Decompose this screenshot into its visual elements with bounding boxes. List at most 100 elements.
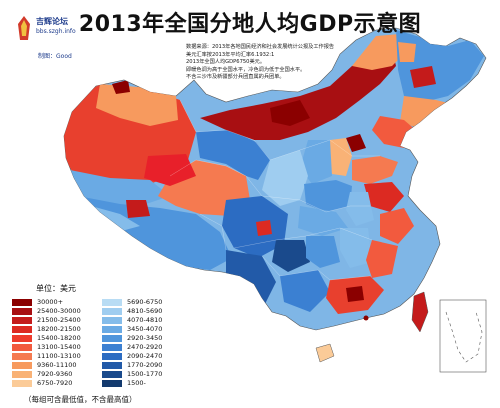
legend-swatch (102, 316, 122, 324)
region-hunan (306, 236, 340, 268)
legend-swatch (102, 379, 122, 387)
legend-item: 3450-4070 (102, 325, 162, 333)
legend-label: 5690-6750 (127, 298, 163, 306)
region-jiangsu (364, 182, 404, 212)
legend-swatch (102, 307, 122, 315)
legend-label: 2090-2470 (127, 352, 163, 360)
legend-swatch (12, 370, 32, 378)
legend-item: 2090-2470 (102, 352, 162, 360)
region-haixi (144, 154, 196, 186)
legend-swatch (102, 370, 122, 378)
note-line: 即暖色调为高于全国水平，冷色调为低于全国水平。 (186, 66, 306, 73)
legend-item: 30000+ (12, 298, 63, 306)
legend-item: 2470-2920 (102, 343, 162, 351)
region-guangxi (280, 270, 330, 312)
nine-dash-line (445, 311, 483, 363)
legend-item: 25400-30000 (12, 307, 81, 315)
legend-swatch (102, 325, 122, 333)
note-line: 数据来源：2013年各地国民经济和社会发展统计公报及工作报告 (186, 44, 335, 50)
legend-label: 25400-30000 (37, 307, 81, 315)
region-fujian (366, 240, 398, 278)
region-henan (304, 180, 352, 212)
legend-label: 4810-5690 (127, 307, 163, 315)
legend-swatch (102, 334, 122, 342)
region-guizhou (272, 240, 310, 272)
legend-item: 9360-11100 (12, 361, 77, 369)
region-sichuan (222, 196, 288, 258)
logo-icon (18, 16, 30, 40)
legend-label: 6750-7920 (37, 379, 73, 387)
legend-item: 4070-4810 (102, 316, 162, 324)
region-gansu (196, 130, 270, 180)
legend-swatch (12, 361, 32, 369)
legend-item: 1500- (102, 379, 146, 387)
legend-label: 15400-18200 (37, 334, 81, 342)
region-zhejiang (380, 208, 414, 244)
legend-swatch (12, 316, 32, 324)
region-anhui (346, 192, 374, 226)
legend-item: 2920-3450 (102, 334, 162, 342)
legend-swatch (12, 325, 32, 333)
region-beijing-tianjin (346, 134, 366, 152)
legend-label: 2470-2920 (127, 343, 163, 351)
region-inner-mongolia-mid (270, 100, 310, 126)
legend-label: 21500-25400 (37, 316, 81, 324)
legend-item: 11100-13100 (12, 352, 81, 360)
legend-item: 18200-21500 (12, 325, 81, 333)
legend-swatch (12, 379, 32, 387)
legend-swatch (12, 307, 32, 315)
legend-swatch (102, 298, 122, 306)
logo-name: 吉辉论坛 (36, 16, 68, 26)
note-line: 美元汇率按2013年平均汇率6.1932:1 (186, 51, 275, 58)
region-hubei (298, 206, 348, 236)
source-notes: 数据来源：2013年各地国民经济和社会发展统计公报及工作报告 美元汇率按2013… (186, 44, 416, 82)
legend-swatch (102, 343, 122, 351)
legend-label: 18200-21500 (37, 325, 81, 333)
legend-swatch (12, 343, 32, 351)
region-pearl-delta (346, 286, 364, 302)
legend-label: 11100-13100 (37, 352, 81, 360)
region-shaanxi (262, 150, 308, 206)
logo-site: bbs.szgh.info (36, 28, 76, 35)
region-hong-kong (363, 315, 369, 321)
legend-label: 30000+ (37, 298, 64, 306)
legend-label: 13100-15400 (37, 343, 81, 351)
page-title: 2013年全国分地人均GDP示意图 (78, 12, 422, 37)
region-jiangxi (340, 228, 372, 268)
legend-item: 5690-6750 (102, 298, 162, 306)
region-heilongjiang-west (398, 42, 416, 62)
legend-label: 2920-3450 (127, 334, 163, 342)
region-xinjiang-karamay (112, 80, 130, 94)
legend-swatch (102, 352, 122, 360)
legend-label: 1770-2090 (127, 361, 163, 369)
legend-item: 6750-7920 (12, 379, 72, 387)
region-shandong (352, 156, 398, 184)
legend-label: 7920-9360 (37, 370, 73, 378)
legend-item: 7920-9360 (12, 370, 72, 378)
note-line: 不含三沙市及新疆部分兵团直属的兵团单。 (186, 74, 285, 81)
legend-label: 4070-4810 (127, 316, 163, 324)
region-hainan (315, 343, 335, 363)
note-line: 2013年全国人均GDP6750美元。 (186, 59, 266, 66)
legend-unit: 单位：美元 (36, 284, 76, 293)
region-inner-mongolia-east (352, 34, 404, 70)
legend-label: 1500-1770 (127, 370, 163, 378)
legend-item: 1500-1770 (102, 370, 162, 378)
legend-swatch (12, 298, 32, 306)
legend-label: 3450-4070 (127, 325, 163, 333)
legend-swatch (12, 334, 32, 342)
legend-swatch (102, 361, 122, 369)
legend-item: 1770-2090 (102, 361, 162, 369)
region-xinjiang-north (96, 84, 178, 126)
legend-label: 9360-11100 (37, 361, 77, 369)
logo: 吉辉论坛 bbs.szgh.info 制图：Good (14, 12, 76, 60)
region-chengdu (256, 220, 272, 236)
legend-swatch (12, 352, 32, 360)
region-shanxi (300, 140, 332, 184)
region-inner-mongolia (200, 48, 396, 140)
legend-footnote: （每组可含最低值，不含最高值） (24, 395, 137, 404)
legend-item: 4810-5690 (102, 307, 162, 315)
logo-maker: 制图：Good (38, 53, 72, 60)
region-hebei (326, 138, 352, 176)
